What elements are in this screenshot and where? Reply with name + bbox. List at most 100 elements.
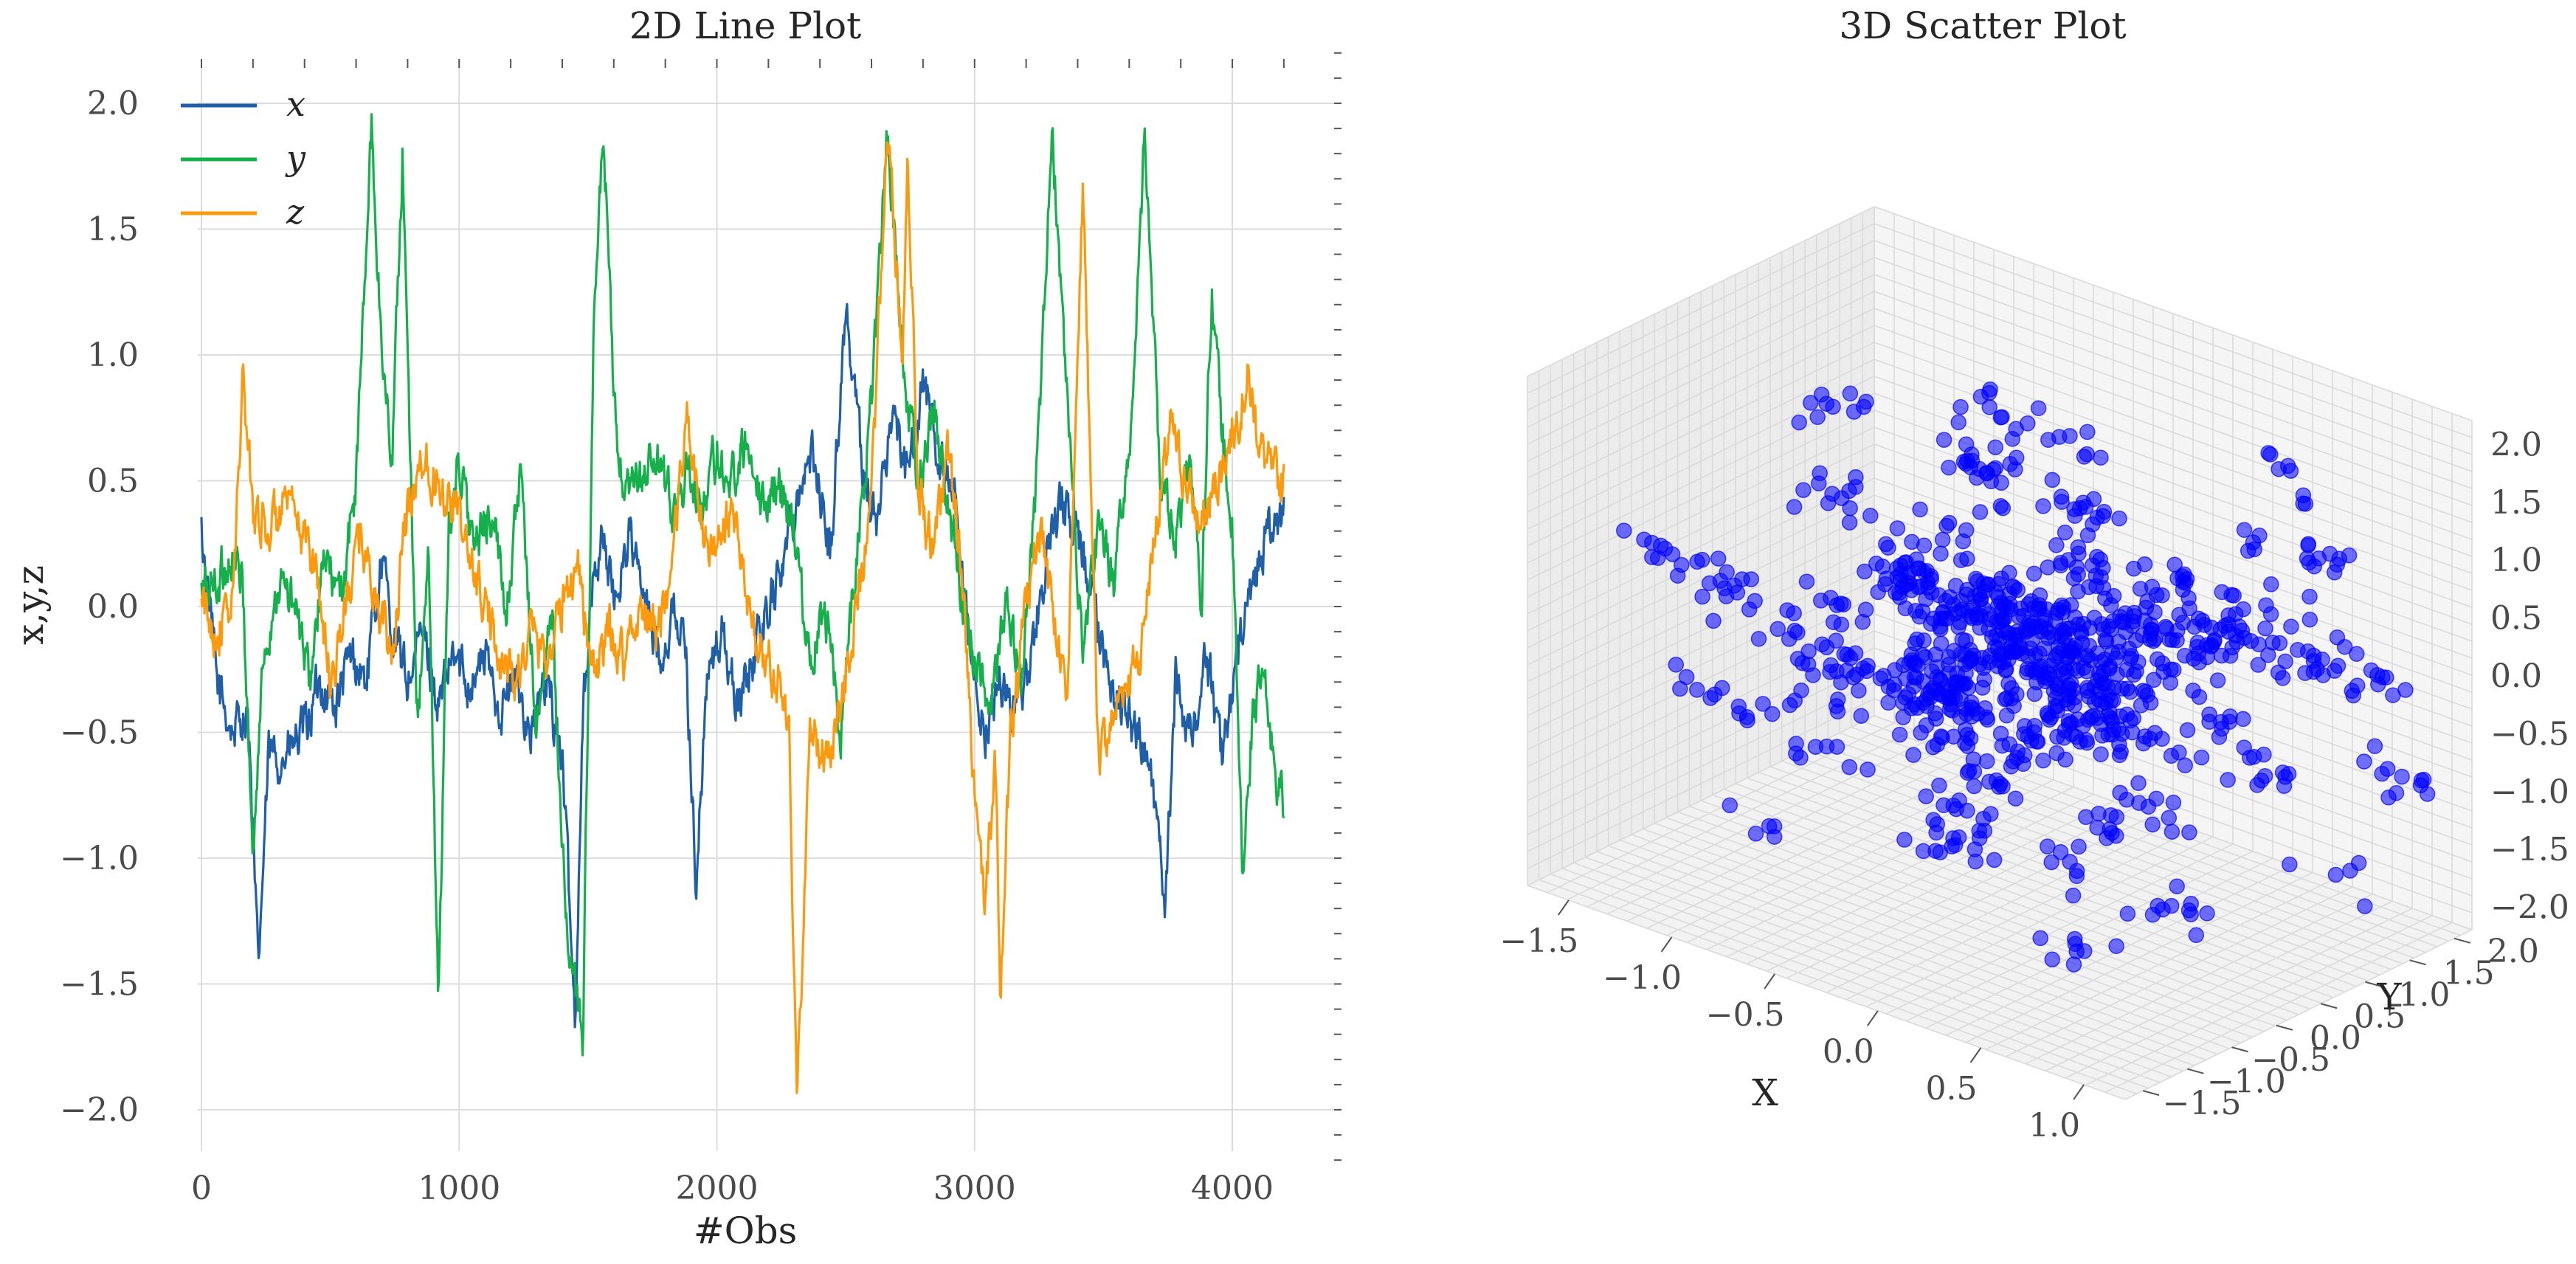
scatter-point [2169, 878, 2185, 894]
scatter-point [1876, 668, 1892, 684]
scatter-point [1719, 564, 1735, 581]
z3d-tick-label: −1.0 [2490, 773, 2569, 811]
scatter-point [2222, 648, 2239, 664]
scatter-point [2047, 690, 2064, 707]
scatter-point [1969, 573, 1986, 590]
scatter-point [1948, 801, 1964, 818]
scatter-point [1795, 482, 1812, 498]
floor-grid-y [1539, 879, 2137, 1095]
scatter-point [1860, 761, 1876, 778]
wall-grid-z [1874, 291, 2473, 506]
scatter-point [2031, 587, 2048, 604]
scatter-point [2133, 697, 2149, 714]
scatter-point [1811, 475, 1827, 491]
scatter-point [2193, 749, 2210, 766]
scatter-point [2082, 620, 2098, 636]
scatter-point [2111, 510, 2127, 527]
y3d-tick-mark [2231, 1046, 2248, 1053]
floor-grid-y [1596, 851, 2195, 1066]
y3d-tick-mark [2365, 981, 2382, 987]
floor-grid-y [1735, 783, 2334, 998]
floor-grid-y [1689, 805, 2287, 1021]
scatter-point [2256, 767, 2273, 784]
scatter-point [1878, 536, 1894, 553]
3d-tick-labels: −1.5−1.0−0.50.00.51.0−1.5−1.0−0.50.00.51… [1499, 426, 2569, 1144]
scatter-point [2181, 824, 2197, 840]
floor-grid-y [1712, 794, 2310, 1010]
scatter-point [2126, 604, 2142, 621]
floor-grid-y [1700, 800, 2299, 1015]
scatter-point [2082, 709, 2099, 725]
scatter-point [2201, 714, 2217, 730]
scatter-point [2057, 524, 2073, 541]
x-tick-label: 0 [191, 1170, 212, 1207]
scatter-point [1705, 612, 1722, 629]
scatter-point [2053, 557, 2069, 574]
scatter-point [2071, 545, 2087, 562]
scatter-point [2119, 792, 2135, 808]
scatter-point [1982, 381, 1998, 398]
scatter-point [1825, 398, 1841, 415]
scatter-point [2111, 736, 2127, 753]
scatter-point [1781, 631, 1798, 647]
scatter-point [1859, 663, 1875, 680]
wall-grid-z [1527, 257, 1875, 428]
wall-grid-z [1874, 308, 2473, 523]
floor-grid-y [1527, 885, 2126, 1100]
wall-grid-z [1527, 579, 1875, 750]
scatter-point [1959, 581, 1975, 598]
scatter-point [2162, 674, 2179, 691]
scatter-point [1941, 459, 1957, 476]
wall-grid-z [1874, 393, 2473, 608]
scatter-point [2379, 761, 2396, 777]
scatter-point [2147, 604, 2163, 621]
scatter-point [2397, 682, 2414, 698]
scatter-point [2345, 687, 2361, 704]
wall-grid-z [1527, 291, 1875, 462]
scatter-point [1848, 479, 1864, 495]
scatter-point [2128, 663, 2144, 680]
legend: xyz [181, 84, 306, 232]
scatter-point [2079, 424, 2096, 441]
x3d-tick-mark [1764, 973, 1775, 990]
scatter-point [1781, 697, 1798, 714]
scatter-point [1972, 591, 1989, 607]
scatter-point [2035, 498, 2051, 514]
scatter-point [1918, 788, 1934, 804]
wall-grid-z [1527, 664, 1875, 835]
y3d-tick-mark [2409, 959, 2426, 966]
scatter-point [2174, 568, 2191, 584]
scatter-point [1657, 540, 1674, 557]
scatter-point [2020, 648, 2037, 665]
wall-grid-z [1874, 274, 2473, 489]
scatter-point [2068, 728, 2085, 745]
scatter-point [1880, 694, 1896, 711]
line-plot-series [200, 113, 1285, 1094]
scatter-point [1955, 533, 1972, 550]
scatter-point [2065, 644, 2081, 660]
scatter-point [2093, 449, 2109, 466]
scatter-point [2027, 664, 2043, 680]
y3d-tick-label: 0.0 [2310, 1020, 2361, 1057]
scatter-point [2326, 564, 2343, 581]
scatter-point [2057, 751, 2073, 768]
scatter-point [2139, 593, 2155, 609]
scatter-point [1895, 709, 1911, 725]
x3d-tick-label: 1.0 [2028, 1107, 2080, 1144]
z3d-tick-label: −0.5 [2490, 715, 2569, 753]
scatter-point [2222, 708, 2238, 725]
z3d-tick-label: −2.0 [2490, 889, 2569, 927]
scatter-point [1915, 673, 1931, 690]
scatter-point [1981, 611, 1997, 628]
scatter-point [1946, 643, 1962, 659]
scatter-point [2085, 516, 2101, 533]
wall-grid-z [1874, 325, 2473, 540]
x-tick-label: 1000 [418, 1170, 500, 1207]
x-axis-label: #Obs [694, 1209, 798, 1252]
y3d-tick-mark [2142, 1090, 2160, 1096]
scatter-point [1907, 603, 1924, 619]
scatter-point [1992, 725, 2009, 742]
scatter-point [1896, 832, 1913, 848]
y3d-axis-label: Y [2376, 975, 2402, 1018]
scatter-point [1986, 639, 2003, 655]
